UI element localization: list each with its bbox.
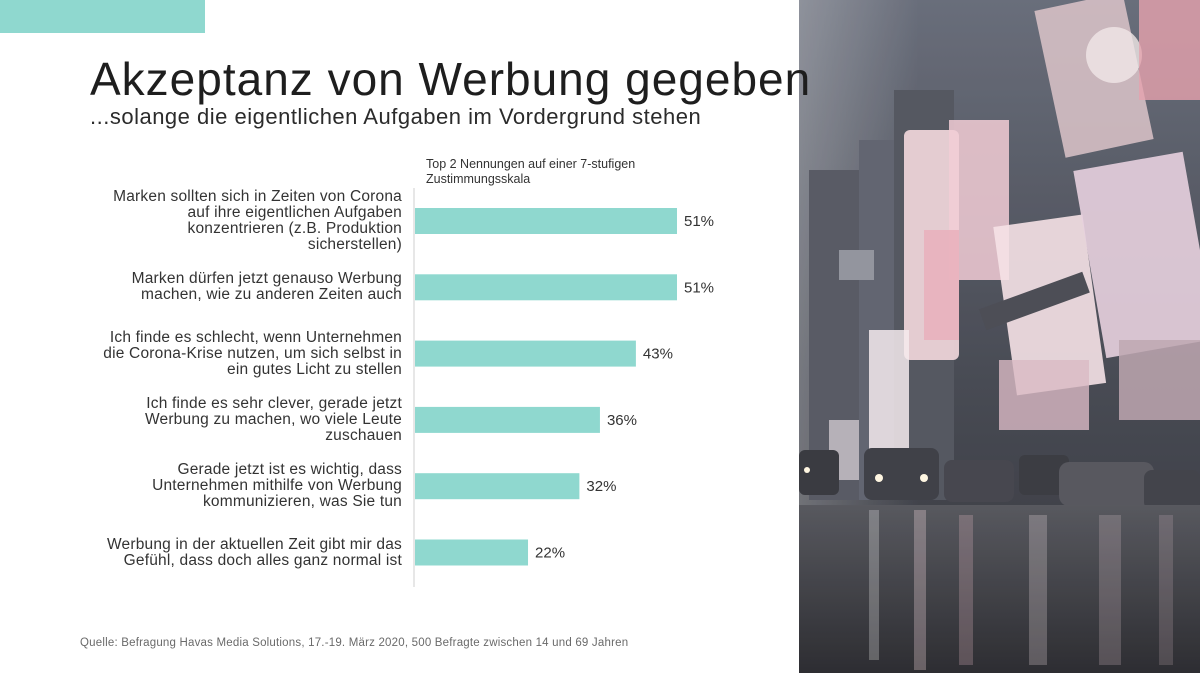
- bar: [415, 340, 636, 367]
- category-label: Gerade jetzt ist es wichtig, dass Unterne…: [152, 461, 402, 511]
- bar: [415, 406, 600, 433]
- data-label: 43%: [643, 346, 673, 363]
- bar-chart: 51% 51% 43% 36% 32% 22%: [413, 188, 714, 587]
- bar: [415, 473, 580, 500]
- accent-bar: [0, 0, 205, 33]
- city-night-photo: [799, 0, 1200, 673]
- data-label: 51%: [684, 279, 714, 296]
- page-title: Akzeptanz von Werbung gegeben: [90, 53, 812, 105]
- page-subtitle: ...solange die eigentlichen Aufgaben im …: [90, 104, 702, 129]
- category-label: Marken dürfen jetzt genauso Werbung mache…: [131, 270, 402, 304]
- category-label: Marken sollten sich in Zeiten von Corona…: [113, 188, 402, 253]
- photo-times-square-icon: [799, 0, 1200, 673]
- data-label: 51%: [684, 213, 714, 230]
- data-label: 32%: [586, 478, 616, 495]
- source-note: Quelle: Befragung Havas Media Solutions,…: [80, 637, 629, 649]
- bar: [415, 274, 677, 301]
- bar: [415, 539, 529, 566]
- category-label: Ich finde es sehr clever, gerade jetzt We…: [144, 394, 402, 444]
- bar: [415, 208, 677, 234]
- scale-note: Top 2 Nennungen auf einer 7-stufigen Zus…: [426, 157, 636, 186]
- data-label: 36%: [607, 412, 637, 429]
- data-label: 22%: [535, 545, 565, 562]
- category-label: Werbung in der aktuellen Zeit gibt mir d…: [106, 535, 402, 569]
- category-label: Ich finde es schlecht, wenn Unternehmen d…: [103, 328, 402, 378]
